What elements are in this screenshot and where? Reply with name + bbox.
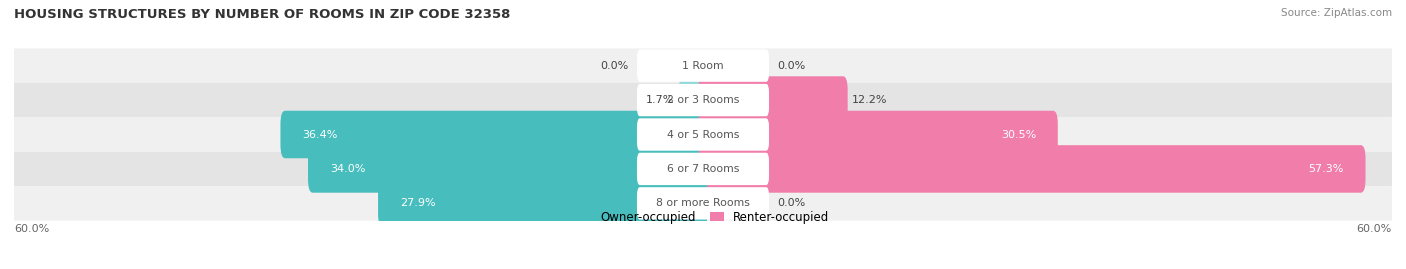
Text: 0.0%: 0.0%	[600, 61, 628, 71]
FancyBboxPatch shape	[699, 76, 848, 124]
Legend: Owner-occupied, Renter-occupied: Owner-occupied, Renter-occupied	[572, 206, 834, 228]
Text: 6 or 7 Rooms: 6 or 7 Rooms	[666, 164, 740, 174]
Text: 2 or 3 Rooms: 2 or 3 Rooms	[666, 95, 740, 105]
Text: 60.0%: 60.0%	[14, 224, 49, 234]
FancyBboxPatch shape	[637, 84, 769, 116]
FancyBboxPatch shape	[637, 153, 769, 185]
FancyBboxPatch shape	[14, 152, 1392, 186]
Text: 60.0%: 60.0%	[1357, 224, 1392, 234]
FancyBboxPatch shape	[378, 180, 707, 227]
Text: 57.3%: 57.3%	[1309, 164, 1344, 174]
FancyBboxPatch shape	[308, 145, 707, 193]
FancyBboxPatch shape	[637, 49, 769, 82]
FancyBboxPatch shape	[14, 186, 1392, 221]
Text: 1.7%: 1.7%	[645, 95, 675, 105]
FancyBboxPatch shape	[699, 145, 1365, 193]
Text: 0.0%: 0.0%	[778, 61, 806, 71]
FancyBboxPatch shape	[14, 83, 1392, 117]
FancyBboxPatch shape	[637, 187, 769, 220]
FancyBboxPatch shape	[699, 111, 1057, 158]
Text: HOUSING STRUCTURES BY NUMBER OF ROOMS IN ZIP CODE 32358: HOUSING STRUCTURES BY NUMBER OF ROOMS IN…	[14, 8, 510, 21]
FancyBboxPatch shape	[679, 76, 707, 124]
FancyBboxPatch shape	[14, 48, 1392, 83]
Text: 30.5%: 30.5%	[1001, 129, 1036, 140]
Text: 12.2%: 12.2%	[852, 95, 887, 105]
Text: 8 or more Rooms: 8 or more Rooms	[657, 198, 749, 208]
Text: 27.9%: 27.9%	[399, 198, 436, 208]
FancyBboxPatch shape	[14, 117, 1392, 152]
FancyBboxPatch shape	[637, 118, 769, 151]
Text: 36.4%: 36.4%	[302, 129, 337, 140]
Text: 34.0%: 34.0%	[330, 164, 366, 174]
Text: Source: ZipAtlas.com: Source: ZipAtlas.com	[1281, 8, 1392, 18]
Text: 4 or 5 Rooms: 4 or 5 Rooms	[666, 129, 740, 140]
FancyBboxPatch shape	[280, 111, 707, 158]
Text: 0.0%: 0.0%	[778, 198, 806, 208]
Text: 1 Room: 1 Room	[682, 61, 724, 71]
